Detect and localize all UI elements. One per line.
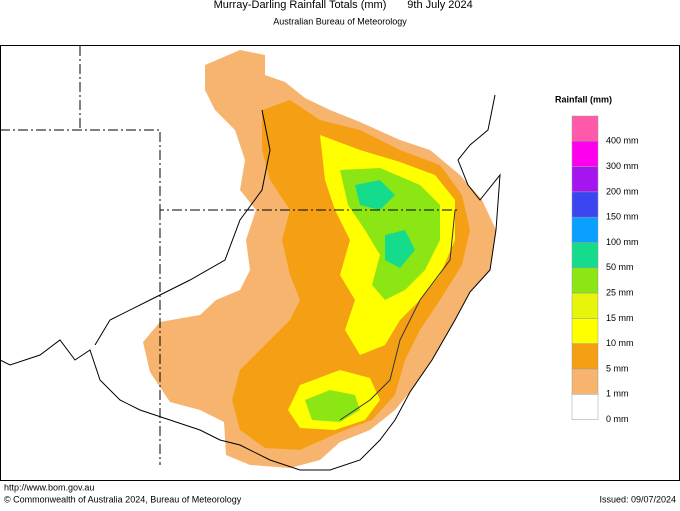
map-date: 9th July 2024 [407, 0, 472, 11]
legend-swatch [571, 267, 599, 294]
issued-date: Issued: 09/07/2024 [599, 494, 676, 504]
legend-swatch [571, 166, 599, 193]
legend-swatch [571, 343, 599, 370]
legend-swatch [571, 292, 599, 319]
rainfall-areas [143, 50, 496, 468]
basin-boundary [339, 209, 456, 421]
legend: 400 mm 300 mm 200 mm 150 mm 100 mm 50 mm 25 mm… [571, 115, 639, 424]
legend-label: 5 mm [606, 363, 629, 373]
source-url: http://www.bom.gov.au [4, 482, 94, 492]
legend-label: 150 mm [606, 212, 639, 222]
coastline [0, 94, 501, 471]
map-title: Murray-Darling Rainfall Totals (mm) [214, 0, 387, 11]
state-border [0, 129, 460, 211]
legend-swatch [571, 191, 599, 218]
legend-swatch [571, 318, 599, 344]
legend-label: 0 mm [606, 414, 629, 424]
legend-swatch [571, 368, 599, 395]
legend-label: 25 mm [606, 287, 634, 297]
legend-swatch [571, 216, 599, 243]
basin-boundary [94, 109, 271, 346]
legend-swatch [571, 242, 599, 269]
map-subtitle: Australian Bureau of Meteorology [273, 16, 407, 26]
legend-swatch [571, 115, 599, 142]
legend-swatch [571, 141, 599, 167]
legend-label: 10 mm [606, 338, 634, 348]
legend-label: 15 mm [606, 313, 634, 323]
legend-swatch [571, 394, 599, 420]
legend-label: 200 mm [606, 186, 639, 196]
boundaries [0, 46, 501, 471]
legend-label: 400 mm [606, 136, 639, 146]
legend-label: 1 mm [606, 389, 629, 399]
legend-label: 100 mm [606, 237, 639, 247]
legend-label: 300 mm [606, 161, 639, 171]
legend-label: 50 mm [606, 262, 634, 272]
copyright: © Commonwealth of Australia 2024, Bureau… [4, 494, 242, 504]
legend-title: Rainfall (mm) [555, 94, 612, 104]
